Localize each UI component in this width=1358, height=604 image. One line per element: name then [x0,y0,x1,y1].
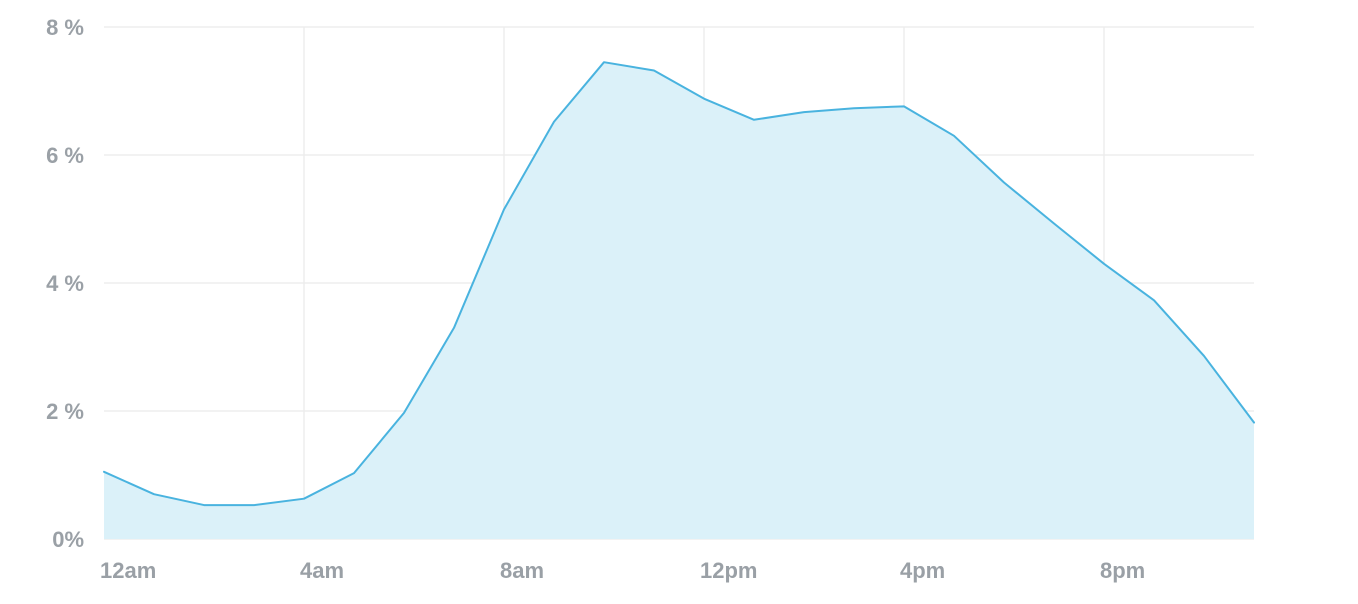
y-tick-label: 8 % [46,15,84,40]
series-area [104,62,1254,539]
series-line [103,61,1255,507]
x-tick-label: 12am [100,558,156,583]
y-tick-label: 6 % [46,143,84,168]
x-tick-label: 4am [300,558,344,583]
x-tick-label: 4pm [900,558,945,583]
y-tick-label: 4 % [46,271,84,296]
x-tick-label: 12pm [700,558,757,583]
x-axis-tick-labels: 12am 4am 8am 12pm 4pm 8pm [100,558,1145,583]
y-tick-label: 2 % [46,399,84,424]
y-tick-label: 0% [52,527,84,552]
y-axis-tick-labels: 0% 2 % 4 % 6 % 8 % [46,15,84,552]
x-tick-label: 8am [500,558,544,583]
x-tick-label: 8pm [1100,558,1145,583]
